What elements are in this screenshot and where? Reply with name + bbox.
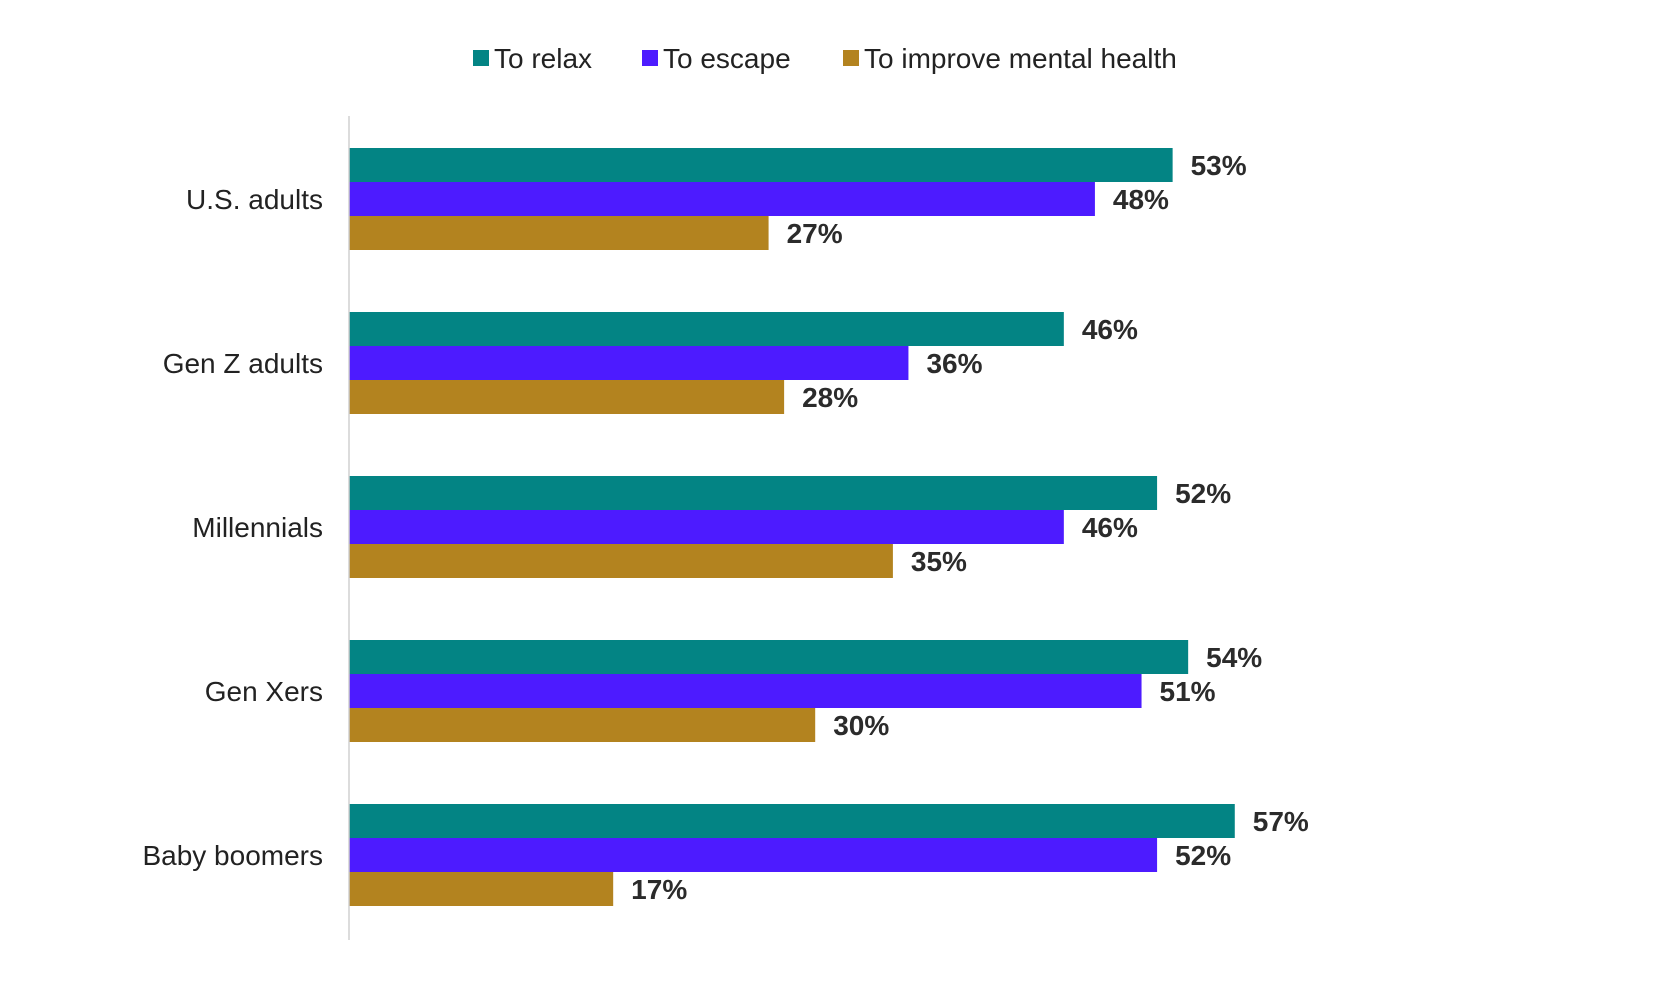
- value-label-millennials-to-escape: 46%: [1082, 512, 1138, 543]
- value-label-u-s-adults-to-escape: 48%: [1113, 184, 1169, 215]
- value-label-millennials-to-relax: 52%: [1175, 478, 1231, 509]
- value-label-baby-boomers-to-relax: 57%: [1253, 806, 1309, 837]
- bar-gen-z-adults-to-escape: [349, 346, 909, 380]
- value-label-u-s-adults-to-improve-mental-health: 27%: [787, 218, 843, 249]
- legend-label-to-escape: To escape: [663, 43, 791, 74]
- value-label-gen-z-adults-to-improve-mental-health: 28%: [802, 382, 858, 413]
- bar-millennials-to-escape: [349, 510, 1064, 544]
- value-label-baby-boomers-to-escape: 52%: [1175, 840, 1231, 871]
- bar-gen-xers-to-relax: [349, 640, 1189, 674]
- bar-group-gen-xers: Gen Xers 54%51% 30%: [205, 640, 1262, 742]
- legend-swatch-to-escape: [642, 50, 658, 66]
- legend-swatch-to-improve-mental-health: [843, 50, 859, 66]
- legend-label-to-relax: To relax: [494, 43, 592, 74]
- bar-gen-xers-to-escape: [349, 674, 1142, 708]
- value-label-baby-boomers-to-improve-mental-health: 17%: [631, 874, 687, 905]
- value-label-millennials-to-improve-mental-health: 35%: [911, 546, 967, 577]
- bar-u-s-adults-to-relax: [349, 148, 1173, 182]
- value-label-gen-xers-to-relax: 54%: [1206, 642, 1262, 673]
- bar-baby-boomers-to-relax: [349, 804, 1235, 838]
- legend-label-to-improve-mental-health: To improve mental health: [864, 43, 1177, 74]
- value-label-u-s-adults-to-relax: 53%: [1191, 150, 1247, 181]
- category-label-millennials: Millennials: [192, 512, 323, 543]
- bar-millennials-to-improve-mental-health: [349, 544, 893, 578]
- value-label-gen-z-adults-to-escape: 36%: [926, 348, 982, 379]
- legend-swatch-to-relax: [473, 50, 489, 66]
- category-label-gen-z-adults: Gen Z adults: [163, 348, 323, 379]
- bar-group-gen-z-adults: Gen Z adults 46% 36% 28%: [163, 312, 1138, 414]
- bar-group-u-s-adults: U.S. adults 53% 48% 27%: [186, 148, 1247, 250]
- value-label-gen-xers-to-escape: 51%: [1160, 676, 1216, 707]
- bar-gen-z-adults-to-improve-mental-health: [349, 380, 785, 414]
- bar-group-millennials: Millennials 52% 46% 35%: [192, 476, 1231, 578]
- bar-millennials-to-relax: [349, 476, 1158, 510]
- chart-legend: To relax To escape To improve mental healt…: [473, 43, 1177, 74]
- chart-plot-area: U.S. adults 53% 48% 27% Gen Z adults 46% 36% 28…: [142, 148, 1309, 906]
- bar-baby-boomers-to-escape: [349, 838, 1158, 872]
- category-label-gen-xers: Gen Xers: [205, 676, 323, 707]
- value-label-gen-z-adults-to-relax: 46%: [1082, 314, 1138, 345]
- bar-u-s-adults-to-improve-mental-health: [349, 216, 769, 250]
- bar-gen-xers-to-improve-mental-health: [349, 708, 816, 742]
- category-label-u-s-adults: U.S. adults: [186, 184, 323, 215]
- value-label-gen-xers-to-improve-mental-health: 30%: [833, 710, 889, 741]
- bar-gen-z-adults-to-relax: [349, 312, 1064, 346]
- bar-u-s-adults-to-escape: [349, 182, 1095, 216]
- category-label-baby-boomers: Baby boomers: [142, 840, 323, 871]
- bar-baby-boomers-to-improve-mental-health: [349, 872, 614, 906]
- bar-group-baby-boomers: Baby boomers 57% 52% 17%: [142, 804, 1309, 906]
